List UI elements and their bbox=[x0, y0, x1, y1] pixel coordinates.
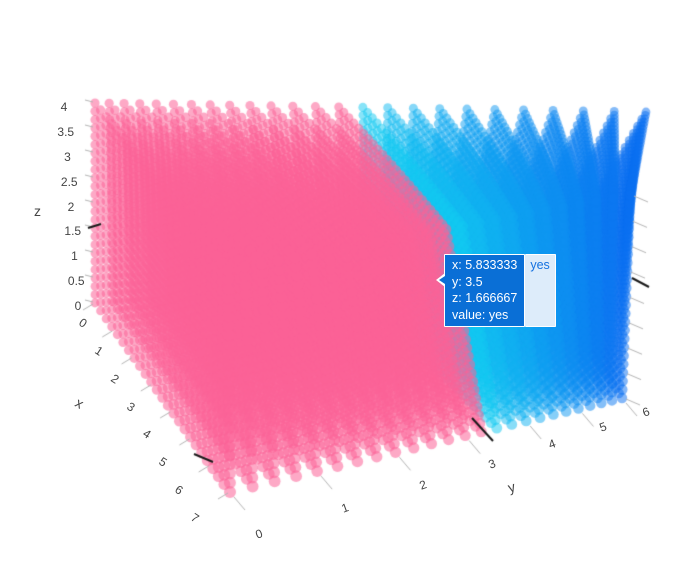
scatter3d-canvas[interactable] bbox=[0, 0, 686, 564]
plot-area[interactable]: 0 0.5 1 1.5 2 2.5 3 3.5 4 0 1 2 3 4 5 6 7 0 1 2 3 4 5 6 x y z x… bbox=[0, 0, 686, 564]
